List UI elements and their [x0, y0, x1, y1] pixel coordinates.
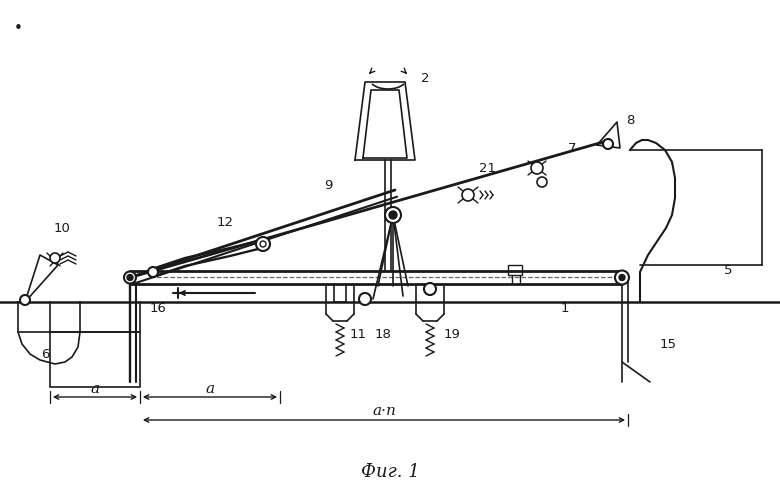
Circle shape	[615, 271, 629, 285]
Text: a: a	[205, 382, 215, 396]
Text: a·n: a·n	[372, 404, 396, 418]
Circle shape	[389, 211, 397, 219]
Text: 1: 1	[561, 301, 569, 315]
Circle shape	[531, 162, 543, 174]
Circle shape	[424, 283, 436, 295]
Text: 21: 21	[480, 162, 497, 174]
Circle shape	[20, 295, 30, 305]
Circle shape	[148, 267, 158, 277]
Circle shape	[619, 275, 625, 281]
Text: 15: 15	[660, 338, 676, 352]
Circle shape	[127, 275, 133, 281]
Text: 19: 19	[444, 329, 460, 341]
Circle shape	[359, 293, 371, 305]
Circle shape	[50, 253, 60, 263]
Text: Фиг. 1: Фиг. 1	[360, 463, 420, 481]
Circle shape	[462, 189, 474, 201]
Bar	[50, 332, 140, 387]
Circle shape	[537, 177, 547, 187]
Text: 12: 12	[217, 215, 233, 229]
Circle shape	[256, 237, 270, 251]
Text: 11: 11	[349, 329, 367, 341]
Circle shape	[124, 272, 136, 284]
Text: 2: 2	[420, 72, 429, 84]
Circle shape	[385, 207, 401, 223]
Bar	[508, 265, 522, 275]
Text: 6: 6	[41, 348, 49, 362]
Text: 18: 18	[374, 329, 392, 341]
Circle shape	[603, 139, 613, 149]
Circle shape	[260, 241, 266, 247]
Text: 7: 7	[568, 141, 576, 155]
Text: 10: 10	[54, 221, 70, 235]
Text: 16: 16	[150, 301, 166, 315]
Text: a: a	[90, 382, 100, 396]
Text: 5: 5	[724, 263, 732, 277]
Text: 9: 9	[324, 178, 332, 192]
Text: 8: 8	[626, 114, 634, 126]
Text: •: •	[13, 20, 23, 36]
